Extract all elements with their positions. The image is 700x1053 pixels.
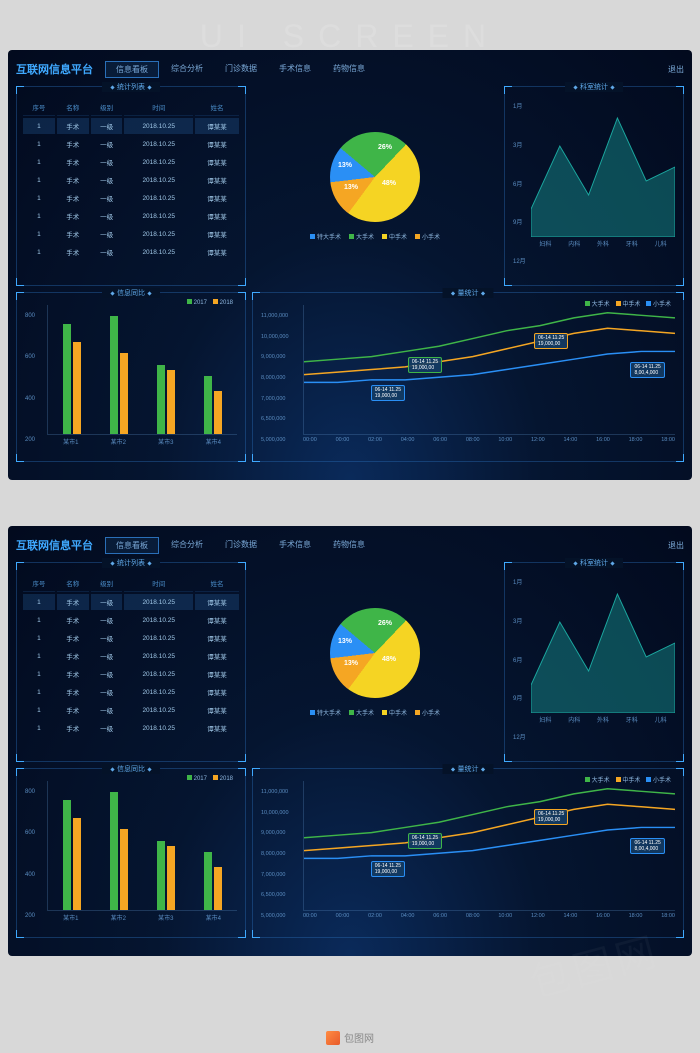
bar-group <box>157 365 175 434</box>
pie-slice-label: 13% <box>338 162 352 169</box>
line-panel: 量统计 大手术 中手术 小手术11,000,00010,000,0009,000… <box>252 768 684 938</box>
bar-group <box>63 800 81 910</box>
dept-panel: 科室统计1月3月6月9月12月妇科内科外科牙科儿科 <box>504 562 684 762</box>
pie-slice-label: 13% <box>344 660 358 667</box>
pie-legend: 特大手术大手术中手术小手术 <box>310 232 440 241</box>
pie-slice-label: 26% <box>378 144 392 151</box>
table-row[interactable]: 1手术一级2018.10.25谭某某 <box>23 136 239 152</box>
stats-table-panel: 统计列表序号名称级别时间姓名1手术一级2018.10.25谭某某1手术一级201… <box>16 562 246 762</box>
bar-group <box>204 852 222 910</box>
table-header: 姓名 <box>195 575 239 592</box>
table-row[interactable]: 1手术一级2018.10.25谭某某 <box>23 190 239 206</box>
dashboard-top: 互联网信息平台信息看板综合分析门诊数据手术信息药物信息 退出统计列表序号名称级别时… <box>8 50 692 480</box>
table-header: 序号 <box>23 575 55 592</box>
pie-slice-label: 13% <box>338 638 352 645</box>
table-header: 序号 <box>23 99 55 116</box>
app-title: 互联网信息平台 <box>16 61 93 77</box>
chart-tooltip: 06-14 11.2519,000,00 <box>408 357 442 373</box>
table-row[interactable]: 1手术一级2018.10.25谭某某 <box>23 684 239 700</box>
table-header: 名称 <box>57 99 89 116</box>
table-row[interactable]: 1手术一级2018.10.25谭某某 <box>23 612 239 628</box>
table-row[interactable]: 1手术一级2018.10.25谭某某 <box>23 118 239 134</box>
logout-button[interactable]: 退出 <box>668 540 684 551</box>
nav-tab-1[interactable]: 综合分析 <box>161 537 213 554</box>
app-title: 互联网信息平台 <box>16 537 93 553</box>
table-row[interactable]: 1手术一级2018.10.25谭某某 <box>23 244 239 260</box>
bar-group <box>110 792 128 910</box>
stats-table-panel: 统计列表序号名称级别时间姓名1手术一级2018.10.25谭某某1手术一级201… <box>16 86 246 286</box>
nav-tab-3[interactable]: 手术信息 <box>269 61 321 78</box>
nav-tab-4[interactable]: 药物信息 <box>323 61 375 78</box>
logo-icon <box>326 1031 340 1045</box>
pie-panel: 26% 48% 13% 13% 特大手术大手术中手术小手术 <box>252 86 498 286</box>
chart-tooltip: 06-14 11.258,00,4,000 <box>630 362 664 378</box>
stats-table: 序号名称级别时间姓名 1手术一级2018.10.25谭某某 1手术一级2018.10… <box>21 97 241 262</box>
bar-group <box>204 376 222 434</box>
nav-tab-4[interactable]: 药物信息 <box>323 537 375 554</box>
nav-tab-2[interactable]: 门诊数据 <box>215 537 267 554</box>
panel-title: 统计列表 <box>102 558 160 568</box>
table-row[interactable]: 1手术一级2018.10.25谭某某 <box>23 666 239 682</box>
bar-panel: 信息同比 2017 2018800600400200某市1某市2某市3某市4 <box>16 768 246 938</box>
chart-tooltip: 06-14 11.2519,000,00 <box>408 833 442 849</box>
table-row[interactable]: 1手术一级2018.10.25谭某某 <box>23 630 239 646</box>
pie-panel: 26% 48% 13% 13% 特大手术大手术中手术小手术 <box>252 562 498 762</box>
chart-tooltip: 06-14 11.2519,000,00 <box>534 809 568 825</box>
bar-group <box>157 841 175 910</box>
logout-button[interactable]: 退出 <box>668 64 684 75</box>
pie-legend: 特大手术大手术中手术小手术 <box>310 708 440 717</box>
table-header: 名称 <box>57 575 89 592</box>
pie-chart: 26% 48% 13% 13% <box>330 608 420 698</box>
table-row[interactable]: 1手术一级2018.10.25谭某某 <box>23 702 239 718</box>
stats-table: 序号名称级别时间姓名 1手术一级2018.10.25谭某某 1手术一级2018.10… <box>21 573 241 738</box>
footer-logo: 包图网 <box>326 1030 374 1045</box>
table-header: 时间 <box>124 99 192 116</box>
nav-tab-0[interactable]: 信息看板 <box>105 537 159 554</box>
nav-tab-3[interactable]: 手术信息 <box>269 537 321 554</box>
table-row[interactable]: 1手术一级2018.10.25谭某某 <box>23 154 239 170</box>
panel-title: 统计列表 <box>102 82 160 92</box>
pie-slice-label: 48% <box>382 180 396 187</box>
nav-tab-2[interactable]: 门诊数据 <box>215 61 267 78</box>
nav-tab-1[interactable]: 综合分析 <box>161 61 213 78</box>
chart-tooltip: 06-14 11.2519,000,00 <box>371 385 405 401</box>
table-row[interactable]: 1手术一级2018.10.25谭某某 <box>23 208 239 224</box>
table-row[interactable]: 1手术一级2018.10.25谭某某 <box>23 172 239 188</box>
chart-tooltip: 06-14 11.2519,000,00 <box>371 861 405 877</box>
line-panel: 量统计 大手术 中手术 小手术11,000,00010,000,0009,000… <box>252 292 684 462</box>
bar-group <box>110 316 128 434</box>
table-header: 级别 <box>91 575 123 592</box>
table-row[interactable]: 1手术一级2018.10.25谭某某 <box>23 720 239 736</box>
pie-slice-label: 26% <box>378 620 392 627</box>
chart-tooltip: 06-14 11.2519,000,00 <box>534 333 568 349</box>
table-header: 时间 <box>124 575 192 592</box>
table-header: 姓名 <box>195 99 239 116</box>
dept-panel: 科室统计1月3月6月9月12月妇科内科外科牙科儿科 <box>504 86 684 286</box>
table-row[interactable]: 1手术一级2018.10.25谭某某 <box>23 594 239 610</box>
table-row[interactable]: 1手术一级2018.10.25谭某某 <box>23 648 239 664</box>
bar-group <box>63 324 81 434</box>
table-header: 级别 <box>91 99 123 116</box>
bar-panel: 信息同比 2017 2018800600400200某市1某市2某市3某市4 <box>16 292 246 462</box>
table-row[interactable]: 1手术一级2018.10.25谭某某 <box>23 226 239 242</box>
nav-tab-0[interactable]: 信息看板 <box>105 61 159 78</box>
chart-tooltip: 06-14 11.258,00,4,000 <box>630 838 664 854</box>
pie-slice-label: 13% <box>344 184 358 191</box>
pie-slice-label: 48% <box>382 656 396 663</box>
dashboard-bottom: 互联网信息平台信息看板综合分析门诊数据手术信息药物信息 退出统计列表序号名称级别时… <box>8 526 692 956</box>
footer-logo-text: 包图网 <box>344 1030 374 1045</box>
pie-chart: 26% 48% 13% 13% <box>330 132 420 222</box>
